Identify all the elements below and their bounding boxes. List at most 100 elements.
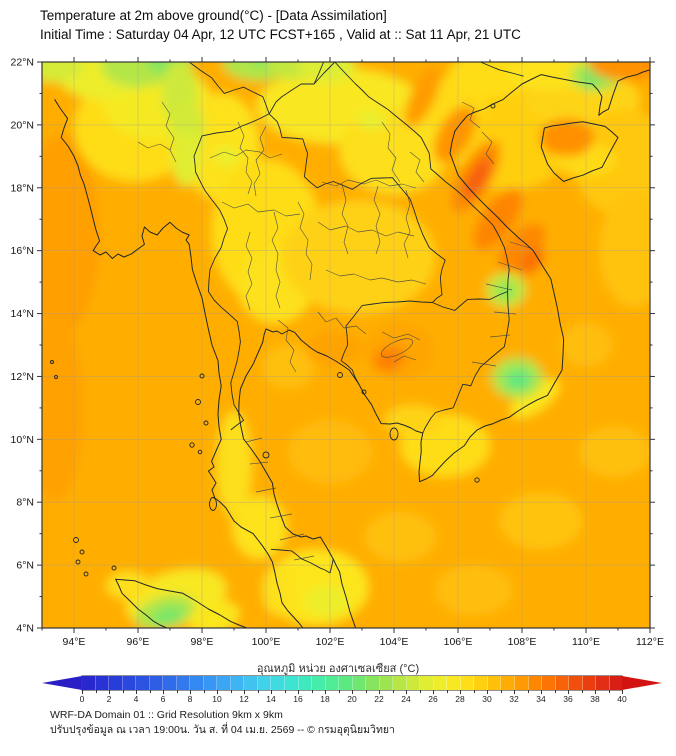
border-thailand-cambodia [340, 300, 433, 385]
islands [50, 103, 496, 577]
colorbar-tickmark [473, 690, 475, 693]
axis-tick-label: 4°N [16, 623, 34, 635]
axis-tick-label: 108°E [508, 636, 537, 648]
temperature-blob [473, 188, 523, 251]
coast-hainan [540, 121, 619, 182]
border-vietnam-china [480, 62, 524, 77]
footer-update-info: ปรับปรุงข้อมูล ณ เวลา 19:00น. วัน ส. ที่… [50, 724, 395, 736]
temperature-blob [518, 248, 545, 275]
colorbar-cell [569, 676, 583, 690]
colorbar-cell [312, 676, 326, 690]
colorbar-cell [406, 676, 421, 690]
colorbar-cell [203, 676, 218, 690]
colorbar-cell [230, 676, 245, 690]
temperature-blob [435, 565, 513, 616]
footer: WRF-DA Domain 01 :: Grid Resolution 9km … [50, 708, 395, 738]
colorbar-tickmark [568, 690, 569, 694]
colorbar-cell [271, 676, 285, 690]
colorbar-tickmark [487, 690, 488, 694]
colorbar-tickmark [217, 690, 218, 694]
border-malaysia-thailand [270, 548, 334, 574]
axis-tick-label: 110°E [572, 636, 600, 648]
colorbar-tick-label: 18 [320, 694, 330, 704]
colorbar-tickmark [136, 690, 137, 694]
temperature-blob [213, 146, 239, 167]
colorbar-tickmark [581, 690, 583, 693]
colorbar-tick-label: 2 [106, 694, 112, 704]
map-frame [41, 61, 651, 629]
colorbar-tickmark [595, 690, 596, 694]
tonle-sap-lake [381, 338, 413, 358]
axis-tick-label: 96°E [127, 636, 150, 648]
temperature-blob [232, 495, 287, 559]
colorbar-tick-label: 32 [509, 694, 519, 704]
coast-sumatra [115, 578, 248, 628]
colorbar-tickmark [284, 690, 286, 693]
temperature-blob [463, 157, 492, 200]
border-cambodia-laos [432, 291, 508, 311]
colorbar-tickmark [190, 690, 191, 694]
province-borders [137, 101, 531, 561]
colorbar-cell [609, 676, 623, 690]
colorbar-tickmark [608, 690, 610, 693]
colorbar-tickmark [230, 690, 232, 693]
border-laos-vietnam [334, 62, 510, 292]
colorbar-tick-label: 40 [617, 694, 627, 704]
temperature-blob [365, 511, 436, 562]
colorbar-tick-label: 0 [79, 694, 85, 704]
colorbar-tickmark [622, 690, 623, 694]
colorbar-cell [325, 676, 340, 690]
colorbar-cell [136, 676, 150, 690]
axis-tick-label: 102°E [316, 636, 345, 648]
colorbar-cell [95, 676, 110, 690]
colorbar-cell [122, 676, 137, 690]
axis-tick-label: 14°N [11, 308, 34, 320]
axis-tick-label: 10°N [11, 434, 34, 446]
colorbar-tickmark [176, 690, 178, 693]
colorbar-cell [352, 676, 367, 690]
colorbar-tick-label: 16 [293, 694, 303, 704]
colorbar-cell [190, 676, 204, 690]
samui-island [262, 451, 270, 459]
axis-tick-label: 16°N [11, 245, 34, 257]
colorbar-tick-label: 24 [401, 694, 411, 704]
temperature-blob [152, 606, 185, 627]
coast-west-myanmar-peninsula [54, 99, 304, 628]
colorbar-cell [149, 676, 164, 690]
colorbar-cell [447, 676, 461, 690]
colorbar-cell [487, 676, 502, 690]
colorbar-tickmark [203, 690, 205, 693]
colorbar-tickmark [514, 690, 515, 694]
colorbar-tickmark [379, 690, 380, 694]
temperature-blob [216, 411, 252, 518]
axis-tick-label: 104°E [380, 636, 409, 648]
country-borders [188, 62, 524, 574]
colorbar-tickmark [365, 690, 367, 693]
colorbar-cell [515, 676, 529, 690]
map-canvas: 4°N 6°N 8°N 10°N 12°N 14°N 16°N 18°N 20°N 22°N 94°… [0, 54, 676, 658]
colorbar-right-arrow [622, 676, 662, 690]
temperature-blob [539, 118, 594, 157]
page-title: Temperature at 2m above ground(°C) - [Da… [40, 8, 387, 23]
colorbar-tickmark [298, 690, 299, 694]
temperature-map: 4°N 6°N 8°N 10°N 12°N 14°N 16°N 18°N 20°N 22°N 94°… [11, 57, 664, 649]
axis-tick-label: 20°N [11, 119, 34, 131]
axis-tick-label: 18°N [11, 182, 34, 194]
axis-tick-label: 94°E [63, 636, 86, 648]
colorbar-left-arrow [42, 676, 82, 690]
temperature-blob [262, 345, 314, 390]
temperature-blob [384, 404, 443, 437]
colorbar-cell [596, 676, 610, 690]
colorbar-label: อุณหภูมิ หน่วย องศาเซลเซียส (°C) [256, 663, 420, 675]
colorbar-tickmark [338, 690, 340, 693]
axis-tick-label: 22°N [11, 57, 34, 69]
colorbar-cell [284, 676, 299, 690]
temperature-blob [579, 426, 650, 478]
temperature-blob [42, 62, 84, 83]
colorbar-cell [433, 676, 448, 690]
temperature-blob [304, 330, 363, 366]
colorbar-cell [379, 676, 394, 690]
temperature-blob [504, 368, 532, 391]
colorbar-tick-label: 10 [212, 694, 222, 704]
colorbar-tick-label: 36 [563, 694, 573, 704]
